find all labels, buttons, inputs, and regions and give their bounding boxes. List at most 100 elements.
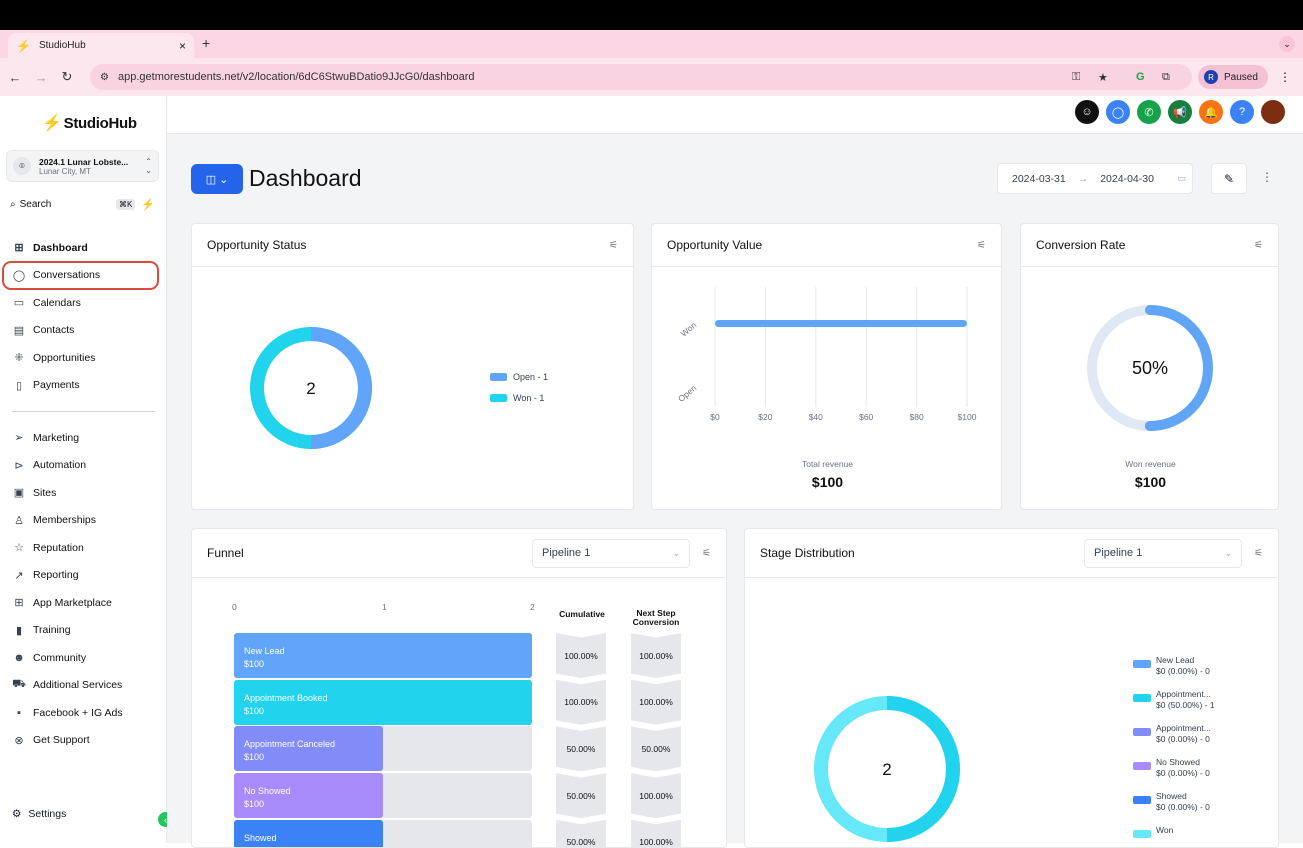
bookmark-star-icon[interactable]: ★ bbox=[1098, 71, 1108, 84]
bot-icon[interactable]: ☺ bbox=[1075, 100, 1099, 124]
filter-icon[interactable]: ⚟ bbox=[702, 547, 711, 559]
filter-icon[interactable]: ⚟ bbox=[1254, 547, 1263, 559]
password-key-icon[interactable]: ⚿ bbox=[1072, 70, 1081, 83]
sidebar-item-settings[interactable]: ⚙ Settings bbox=[12, 808, 66, 820]
sidebar-item-marketing[interactable]: ➢ Marketing bbox=[0, 424, 167, 452]
chevron-down-icon: ⌄ bbox=[1224, 547, 1233, 558]
legend-item[interactable]: Won - 1 bbox=[490, 393, 548, 403]
legend-item[interactable]: Won bbox=[1133, 825, 1215, 838]
sidebar: ⚡ StudioHub ⌾ 2024.1 Lunar Lobste... Lun… bbox=[0, 96, 173, 843]
browser-tab[interactable]: ⚡ StudioHub × bbox=[8, 33, 194, 58]
sidebar-item-reputation[interactable]: ☆ Reputation bbox=[0, 534, 167, 562]
legend-item[interactable]: New Lead $0 (0.00%) - 0 bbox=[1133, 655, 1215, 677]
dashboard-switcher-button[interactable]: ◫ ⌄ bbox=[191, 164, 243, 194]
sidebar-item-reporting[interactable]: ↗ Reporting bbox=[0, 562, 167, 590]
funnel-stage-name: Appointment Booked bbox=[244, 692, 328, 703]
calendar-icon: ▭ bbox=[1177, 173, 1186, 183]
sidebar-item-get-support[interactable]: ⊗ Get Support bbox=[0, 727, 167, 755]
sidebar-item-label: Community bbox=[33, 651, 87, 664]
sidebar-item-calendars[interactable]: ▭ Calendars bbox=[0, 289, 167, 317]
calendar-icon: ▭ bbox=[13, 297, 25, 310]
sidebar-item-automation[interactable]: ⊳ Automation bbox=[0, 452, 167, 480]
more-options-icon[interactable]: ⋮ bbox=[1261, 170, 1273, 184]
sidebar-item-label: Marketing bbox=[33, 431, 80, 444]
filter-icon[interactable]: ⚟ bbox=[977, 239, 986, 251]
sidebar-item-contacts[interactable]: ▤ Contacts bbox=[0, 317, 167, 345]
sidebar-item-sites[interactable]: ▣ Sites bbox=[0, 479, 167, 507]
opportunity-value-chart: $0 $20 $40 $60 $80 $100 Won Open bbox=[676, 287, 977, 422]
sidebar-item-additional-services[interactable]: ⛟ Additional Services bbox=[0, 672, 167, 700]
funnel-bar[interactable]: New Lead $100 bbox=[234, 633, 532, 678]
phone-icon[interactable]: ✆ bbox=[1137, 100, 1161, 124]
reload-icon[interactable]: ↻ bbox=[61, 69, 73, 84]
edit-dashboard-button[interactable]: ✎ bbox=[1211, 163, 1247, 194]
sidebar-item-facebook-ads[interactable]: ▪ Facebook + IG Ads bbox=[0, 699, 167, 727]
funnel-bar[interactable]: Appointment Canceled $100 bbox=[234, 726, 383, 772]
sidebar-search[interactable]: ⌕ Search ⌘K ⚡ bbox=[6, 194, 159, 214]
app-logo[interactable]: ⚡ StudioHub bbox=[42, 113, 137, 133]
trend-icon: ↗ bbox=[14, 569, 24, 582]
legend-swatch bbox=[1133, 660, 1151, 668]
funnel-bar[interactable]: Appointment Booked $100 bbox=[234, 679, 532, 725]
funnel-stage-value: $100 bbox=[244, 705, 265, 716]
sidebar-item-label: Dashboard bbox=[33, 241, 88, 254]
sidebar-item-conversations[interactable]: ◯ Conversations bbox=[2, 260, 159, 290]
funnel-card: Funnel Pipeline 1 ⌄ ⚟ 0 1 2 Cumulative Ne… bbox=[191, 528, 727, 848]
chat-icon[interactable]: ◯ bbox=[1106, 100, 1130, 124]
grammarly-icon[interactable]: G bbox=[1136, 71, 1145, 83]
site-info-icon[interactable]: ⚙ bbox=[100, 71, 109, 83]
sidebar-item-payments[interactable]: ▯ Payments bbox=[0, 372, 167, 400]
funnel-axis-tick: 2 bbox=[530, 602, 535, 612]
funnel-bar[interactable]: No Showed $100 bbox=[234, 773, 383, 819]
sidebar-item-community[interactable]: ☻ Community bbox=[0, 644, 167, 672]
quick-action-bolt-icon[interactable]: ⚡ bbox=[141, 198, 155, 211]
sidebar-item-opportunities[interactable]: ⁜ Opportunities bbox=[0, 344, 167, 372]
legend-item[interactable]: No Showed $0 (0.00%) - 0 bbox=[1133, 757, 1215, 779]
bar-won bbox=[715, 320, 967, 327]
url-bar[interactable]: ⚙ app.getmorestudents.net/v2/location/6d… bbox=[90, 64, 1192, 90]
notification-bell-icon[interactable]: 🔔 bbox=[1199, 100, 1223, 124]
sidebar-item-dashboard[interactable]: ⊞ Dashboard bbox=[0, 234, 167, 262]
sidebar-item-training[interactable]: ▮ Training bbox=[0, 617, 167, 645]
grid-icon: ⊞ bbox=[14, 242, 24, 255]
pipeline-select[interactable]: Pipeline 1 ⌄ bbox=[1084, 538, 1243, 568]
filter-icon[interactable]: ⚟ bbox=[609, 239, 618, 251]
funnel-bar[interactable]: Showed bbox=[234, 819, 383, 847]
location-switcher[interactable]: ⌾ 2024.1 Lunar Lobste... Lunar City, MT … bbox=[6, 150, 159, 182]
community-icon: ☻ bbox=[13, 651, 25, 664]
browser-menu-icon[interactable]: ⋮ bbox=[1279, 70, 1291, 84]
filter-icon[interactable]: ⚟ bbox=[1254, 239, 1263, 251]
announcement-icon[interactable]: 📢 bbox=[1168, 100, 1192, 124]
forward-icon[interactable]: → bbox=[34, 69, 48, 85]
back-icon[interactable]: ← bbox=[8, 69, 22, 85]
funnel-stage-name: Showed bbox=[244, 832, 277, 843]
legend-item[interactable]: Showed $0 (0.00%) - 0 bbox=[1133, 791, 1215, 813]
profile-button[interactable]: R Paused bbox=[1198, 65, 1268, 89]
stage-distribution-legend: New Lead $0 (0.00%) - 0 Appointment... $0 (… bbox=[1133, 655, 1215, 847]
donut-appointment-booked-segment bbox=[814, 696, 960, 842]
date-range-picker[interactable]: 2024-03-31 → 2024-04-30 ▭ bbox=[997, 163, 1193, 194]
user-avatar[interactable] bbox=[1261, 100, 1285, 124]
sidebar-item-label: App Marketplace bbox=[33, 596, 112, 609]
legend-stage-detail: $0 (0.00%) - 0 bbox=[1156, 802, 1210, 812]
legend-label: Open - 1 bbox=[513, 372, 549, 382]
legend-item[interactable]: Open - 1 bbox=[490, 372, 548, 382]
date-to: 2024-04-30 bbox=[1100, 172, 1154, 185]
funnel-stage-value: $100 bbox=[244, 659, 265, 669]
star-icon: ☆ bbox=[14, 542, 24, 555]
legend-item[interactable]: Appointment... $0 (0.00%) - 0 bbox=[1133, 723, 1215, 745]
sidebar-item-app-marketplace[interactable]: ⊞ App Marketplace bbox=[0, 589, 167, 617]
close-tab-icon[interactable]: × bbox=[178, 38, 186, 53]
pipeline-select[interactable]: Pipeline 1 ⌄ bbox=[532, 538, 691, 568]
sidebar-item-memberships[interactable]: ♙ Memberships bbox=[0, 507, 167, 535]
extensions-icon[interactable]: ⧉ bbox=[1162, 70, 1170, 83]
legend-item[interactable]: Appointment... $0 (50.00%) - 1 bbox=[1133, 689, 1215, 711]
legend-stage-name: No Showed bbox=[1156, 757, 1200, 767]
x-tick-label: $0 bbox=[710, 412, 720, 422]
help-icon[interactable]: ? bbox=[1230, 100, 1254, 124]
date-from: 2024-03-31 bbox=[1012, 172, 1066, 185]
tab-search-icon[interactable]: ⌄ bbox=[1279, 36, 1295, 52]
card-header: Opportunity Status ⚟ bbox=[192, 224, 633, 267]
profile-avatar: R bbox=[1204, 70, 1218, 84]
new-tab-icon[interactable]: + bbox=[202, 35, 211, 51]
